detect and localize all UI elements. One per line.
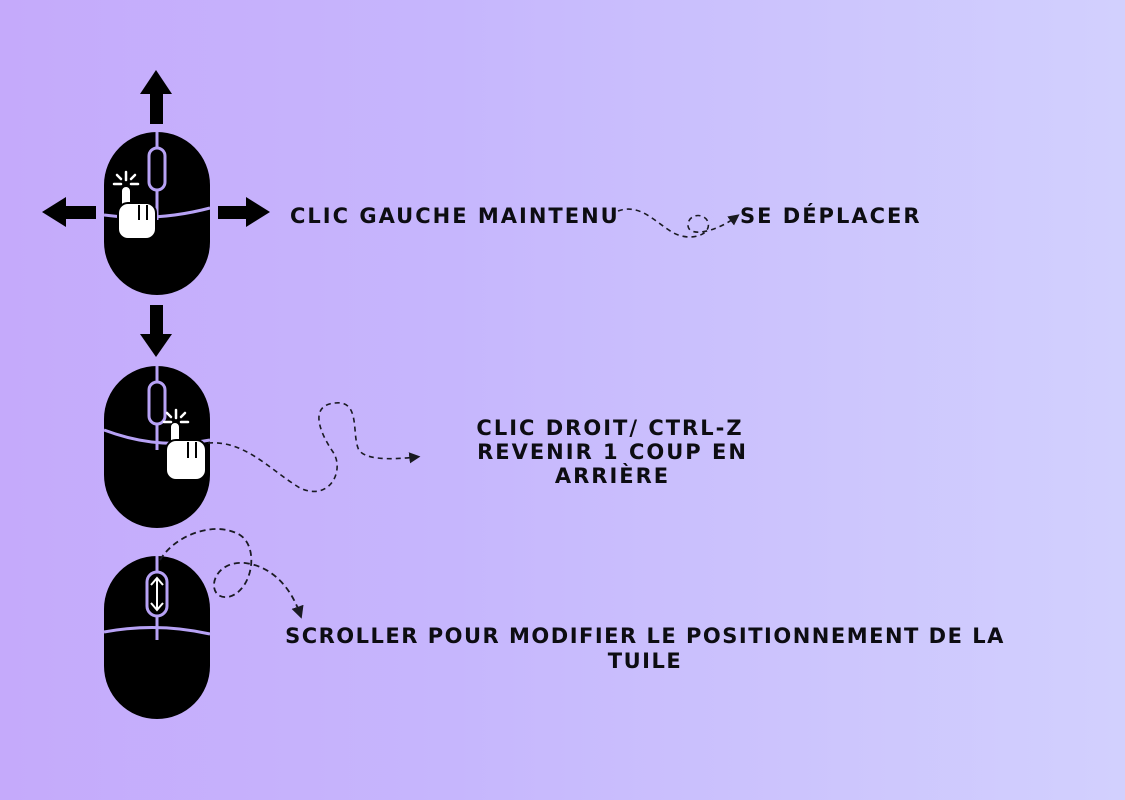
scroll-action-label: Scroller pour modifier le positionnement… — [285, 624, 1005, 648]
move-arrows-icon — [42, 70, 270, 357]
click-spark-icon — [112, 170, 140, 186]
move-result-label: Se déplacer — [740, 204, 922, 228]
pointing-hand-icon — [165, 421, 207, 481]
dashed-arrow-icon — [617, 208, 740, 238]
dashed-arrow-icon — [159, 528, 304, 619]
scroll-action-label-line2: tuile — [607, 649, 683, 673]
scroll-arrows-icon — [150, 576, 164, 612]
click-spark-icon — [162, 408, 190, 424]
right-click-action-label: Clic droit/ Ctrl-Z — [476, 416, 744, 440]
dashed-arrow-icon — [207, 402, 421, 493]
mouse-scroll-icon — [103, 556, 211, 719]
mouse-right-click-icon — [103, 366, 211, 528]
pointing-hand-icon — [117, 185, 157, 240]
undo-result-label: Revenir 1 coup en arrière — [477, 440, 748, 488]
left-click-action-label: Clic gauche maintenu — [290, 204, 620, 228]
mouse-left-click-move-icon — [42, 70, 270, 357]
